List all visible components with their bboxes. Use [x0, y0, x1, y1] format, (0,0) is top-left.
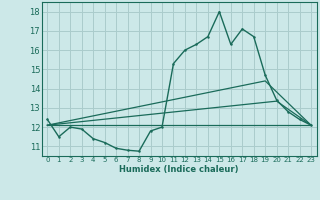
X-axis label: Humidex (Indice chaleur): Humidex (Indice chaleur) — [119, 165, 239, 174]
